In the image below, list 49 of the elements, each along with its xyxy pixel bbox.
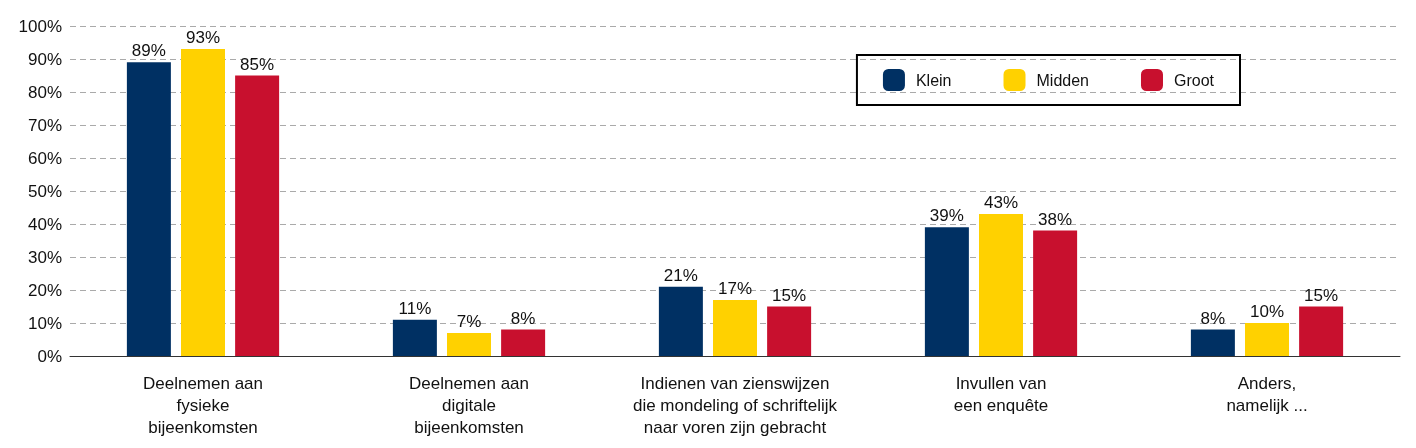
x-tick-label: Indienen van zienswijzen die mondeling of schriftelijk naar voren zijn gebracht — [632, 373, 838, 437]
bar — [1299, 306, 1344, 356]
y-tick-label: 10% — [27, 313, 62, 333]
bar — [235, 75, 280, 356]
y-tick-label: 80% — [27, 82, 62, 102]
bar — [392, 319, 437, 356]
x-tick-label: Deelnemen aan fysieke bijeenkomsten — [142, 373, 264, 437]
legend-label: Midden — [1036, 71, 1089, 89]
data-label: 43% — [983, 193, 1019, 213]
bar — [658, 286, 703, 356]
data-label: 11% — [398, 298, 432, 318]
y-tick-label: 40% — [27, 214, 62, 234]
bar — [181, 49, 225, 356]
y-tick-label: 0% — [37, 346, 62, 366]
bar — [767, 306, 812, 356]
data-label: 89% — [131, 41, 166, 61]
y-tick-label: 60% — [27, 148, 62, 168]
data-label: 39% — [929, 206, 964, 226]
bar — [1033, 230, 1078, 356]
legend-label: Groot — [1173, 71, 1215, 89]
y-tick-label: 70% — [27, 115, 62, 135]
data-label: 10% — [1249, 302, 1285, 321]
data-label: 21% — [663, 265, 698, 285]
data-label: 38% — [1038, 209, 1073, 229]
bar — [1190, 329, 1235, 356]
y-tick-label: 20% — [27, 280, 62, 300]
data-label: 85% — [240, 54, 275, 74]
data-label: 8% — [510, 308, 536, 328]
y-tick-label: 50% — [27, 181, 62, 201]
legend-label: Klein — [915, 71, 952, 89]
bar — [1245, 323, 1289, 356]
y-tick-label: 30% — [27, 247, 62, 267]
data-label: 8% — [1200, 308, 1226, 328]
data-label: 7% — [456, 311, 482, 331]
x-tick-label: Invullen van een enquête — [953, 373, 1049, 415]
bar — [501, 329, 546, 356]
x-tick-label: Anders, namelijk ... — [1226, 373, 1308, 415]
bar — [924, 227, 969, 356]
x-tick-label: Deelnemen aan digitale bijeenkomsten — [408, 373, 530, 437]
data-label: 93% — [185, 28, 221, 48]
data-label: 15% — [772, 285, 807, 305]
y-tick-label: 100% — [18, 16, 62, 36]
data-label: 15% — [1304, 285, 1339, 305]
bar — [979, 214, 1023, 356]
bar — [447, 332, 491, 356]
y-tick-label: 90% — [27, 49, 62, 69]
bar — [713, 299, 757, 356]
bar — [126, 62, 171, 356]
data-label: 17% — [717, 278, 753, 298]
